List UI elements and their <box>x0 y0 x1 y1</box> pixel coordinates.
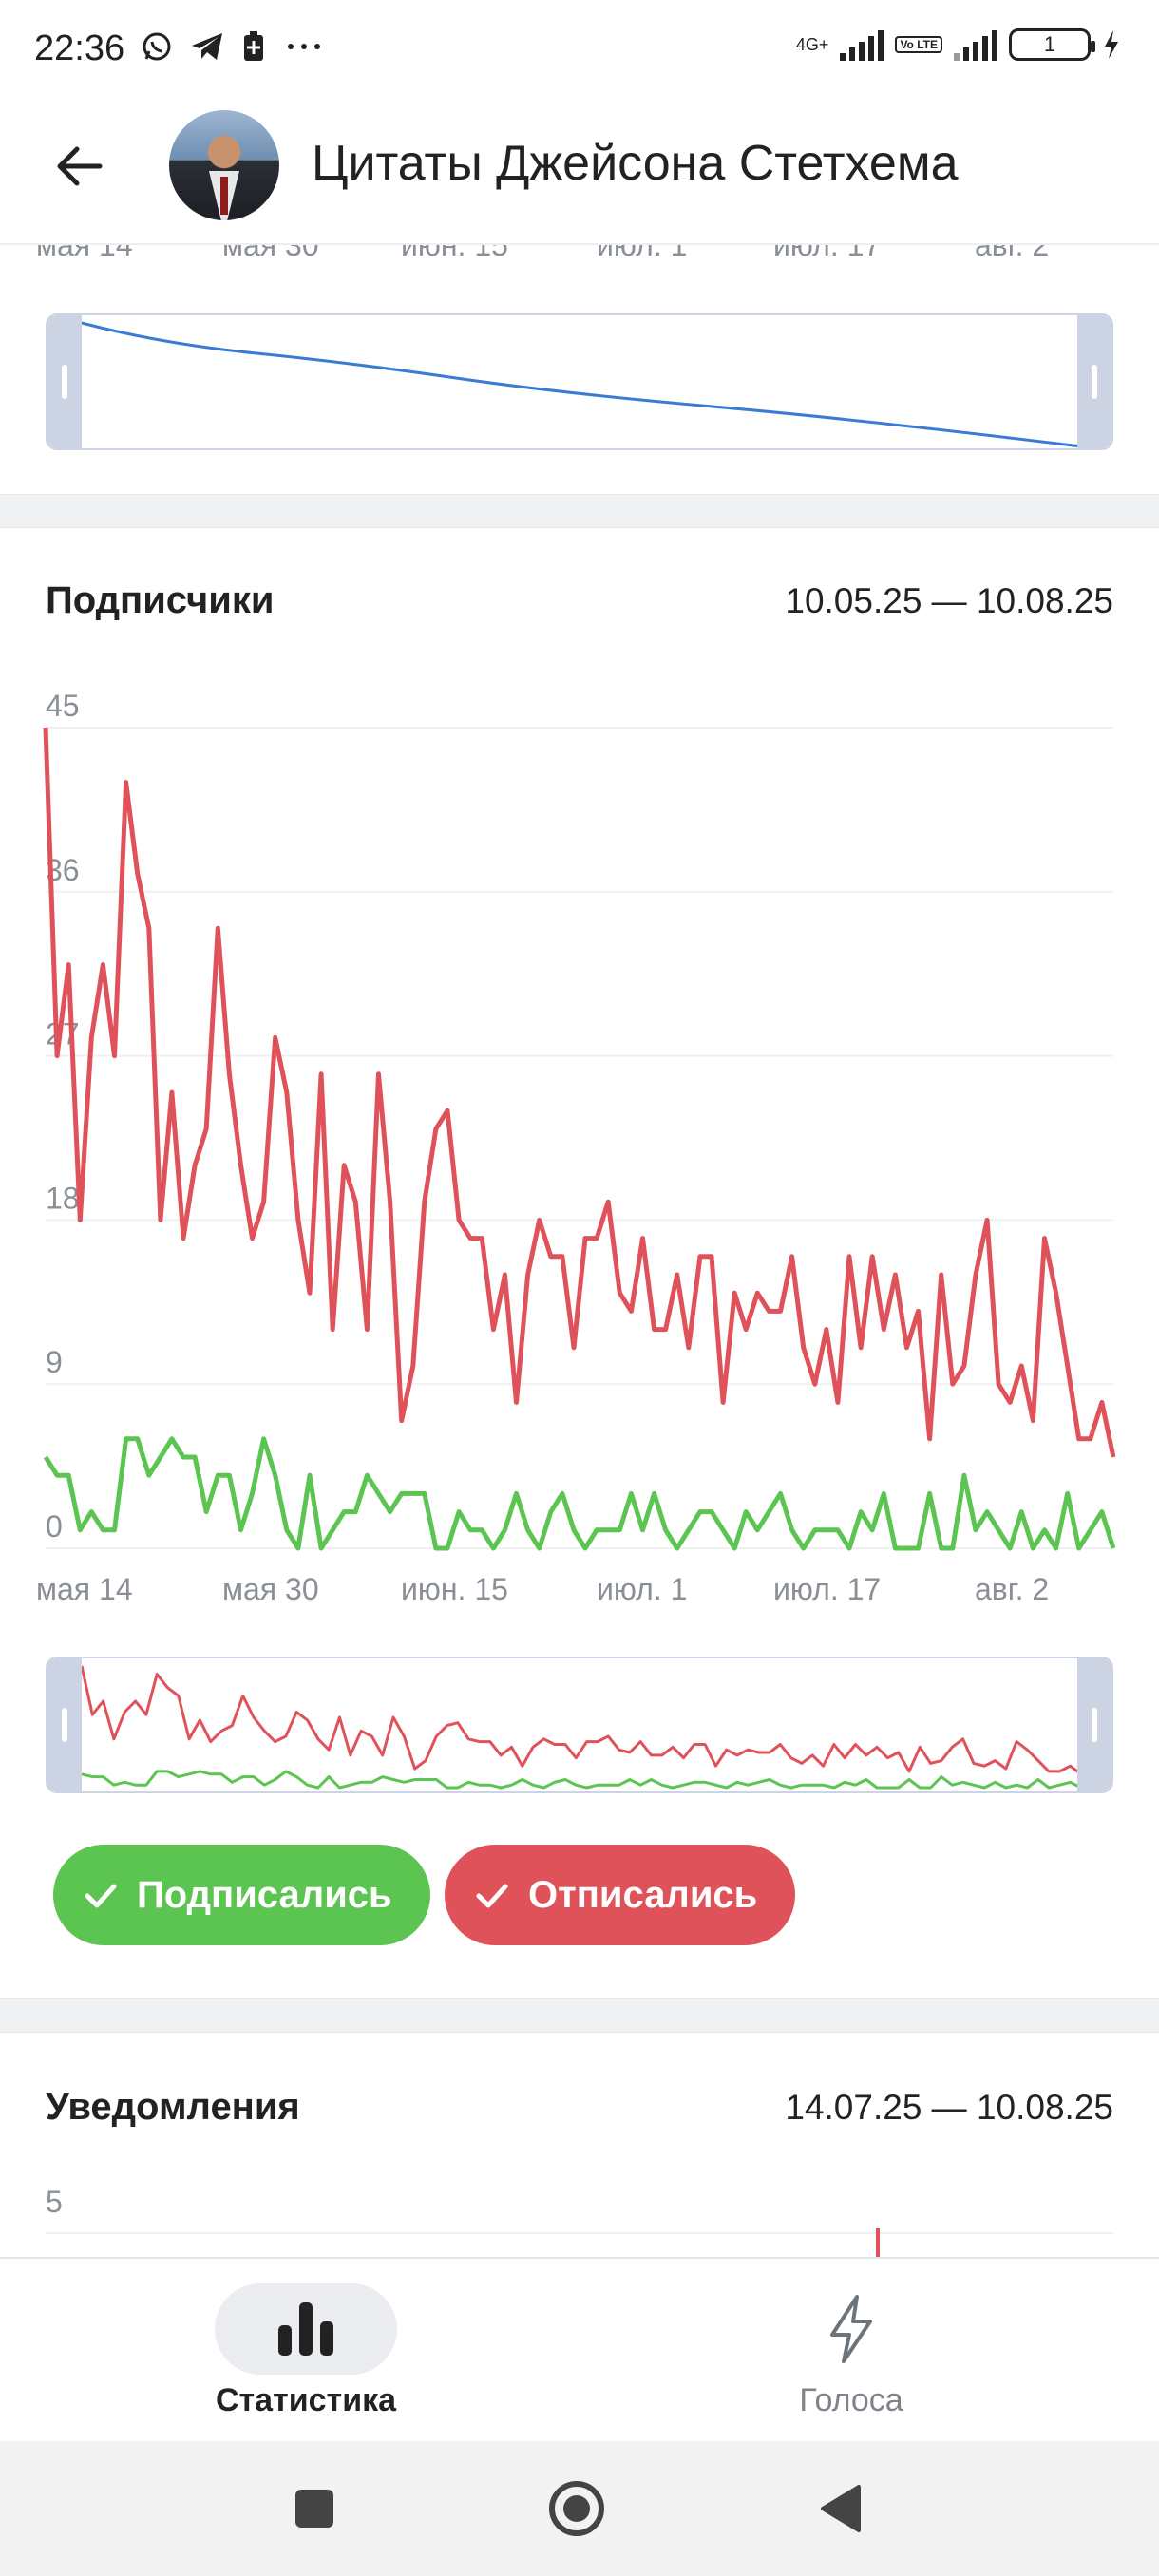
section-divider <box>0 494 1159 528</box>
nav-tab-votes[interactable]: Голоса <box>709 2259 994 2443</box>
y-tick-label: 5 <box>46 2185 63 2219</box>
nav-tab-votes-label: Голоса <box>799 2382 903 2418</box>
navigator-right-handle[interactable] <box>1077 1658 1112 1791</box>
top-navigator-line <box>81 321 1082 448</box>
x-tick-label: июн. 15 <box>401 1572 508 1606</box>
channel-avatar-overlay[interactable] <box>169 110 279 220</box>
channel-title-overlay: Цитаты Джейсона Стетхема <box>312 136 959 191</box>
notifications-title: Уведомления <box>46 2086 300 2128</box>
y-tick-label: 18 <box>46 1181 80 1215</box>
nav-tab-votes-pill <box>760 2283 942 2375</box>
status-time: 22:36 <box>34 28 125 68</box>
navigator-left-handle[interactable] <box>48 315 82 448</box>
x-tick-label: июл. 17 <box>773 1572 881 1606</box>
subscribers-mini-chart <box>80 1665 1082 1790</box>
signal-icon-2 <box>954 28 998 61</box>
status-bar: 22:36 4G+ Vo LTE 1 <box>0 0 1159 95</box>
mini-series-subscribed <box>81 1770 1082 1790</box>
volte-badge: Vo LTE <box>895 36 942 53</box>
notifications-date-range[interactable]: 14.07.25 — 10.08.25 <box>785 2088 1113 2127</box>
recent-apps-icon <box>295 2490 333 2528</box>
mini-series-unsubscribed <box>80 1665 1082 1775</box>
notifications-chart-peak <box>876 2228 880 2257</box>
subscribers-title: Подписчики <box>46 579 275 621</box>
subscribers-date-range[interactable]: 10.05.25 — 10.08.25 <box>785 581 1113 620</box>
lightning-icon <box>830 2295 872 2363</box>
toggle-subscribed[interactable]: Подписались <box>53 1845 430 1945</box>
bottom-navigation: Статистика Голоса <box>0 2257 1159 2441</box>
back-button-overlay[interactable] <box>46 133 112 199</box>
x-tick-label: июл. 1 <box>597 1572 687 1606</box>
x-tick-label: авг. 2 <box>975 1572 1049 1606</box>
navigator-right-handle[interactable] <box>1077 315 1112 448</box>
check-icon <box>85 1884 117 1908</box>
series-line-subscribed <box>43 1436 1116 1551</box>
toggle-subscribed-label: Подписались <box>137 1873 392 1916</box>
grid-line <box>46 2232 1113 2234</box>
section-divider <box>0 1998 1159 2033</box>
system-navigation-bar <box>0 2441 1159 2576</box>
check-icon <box>476 1884 508 1908</box>
y-tick-label: 9 <box>46 1345 63 1379</box>
telegram-icon <box>192 33 222 60</box>
bar-chart-icon <box>278 2302 333 2356</box>
navigator-left-handle[interactable] <box>48 1658 82 1791</box>
status-notification-icons <box>141 30 325 63</box>
top-chart-range-navigator[interactable] <box>46 313 1113 450</box>
toggle-unsubscribed-label: Отписались <box>528 1873 758 1916</box>
subscribers-range-navigator[interactable] <box>46 1657 1113 1793</box>
y-tick-label: 0 <box>46 1509 63 1544</box>
toggle-unsubscribed[interactable]: Отписались <box>445 1845 796 1945</box>
status-right-icons: 4G+ Vo LTE 1 <box>796 28 1121 61</box>
network-type-label: 4G+ <box>795 34 829 54</box>
whatsapp-icon <box>142 32 171 61</box>
x-tick-label: мая 14 <box>36 1572 133 1606</box>
recent-apps-button[interactable] <box>283 2477 346 2540</box>
battery-saver-icon <box>244 31 263 61</box>
nav-tab-statistics-label: Статистика <box>215 2382 397 2418</box>
series-line-unsubscribed <box>43 727 1116 1458</box>
home-button[interactable] <box>545 2477 608 2540</box>
back-triangle-icon <box>821 2485 861 2532</box>
nav-tab-statistics[interactable]: Статистика <box>163 2259 448 2443</box>
x-tick-label: мая 30 <box>222 1572 319 1606</box>
system-back-button[interactable] <box>809 2477 872 2540</box>
charging-icon <box>1105 30 1118 59</box>
nav-tab-statistics-pill <box>215 2283 397 2375</box>
home-icon <box>549 2481 604 2536</box>
signal-icon <box>840 28 884 61</box>
battery-icon: 1 <box>1009 28 1095 61</box>
battery-level: 1 <box>1043 32 1056 56</box>
y-tick-label: 45 <box>46 689 80 723</box>
arrow-left-icon <box>57 146 103 186</box>
more-dots-icon <box>288 44 320 49</box>
